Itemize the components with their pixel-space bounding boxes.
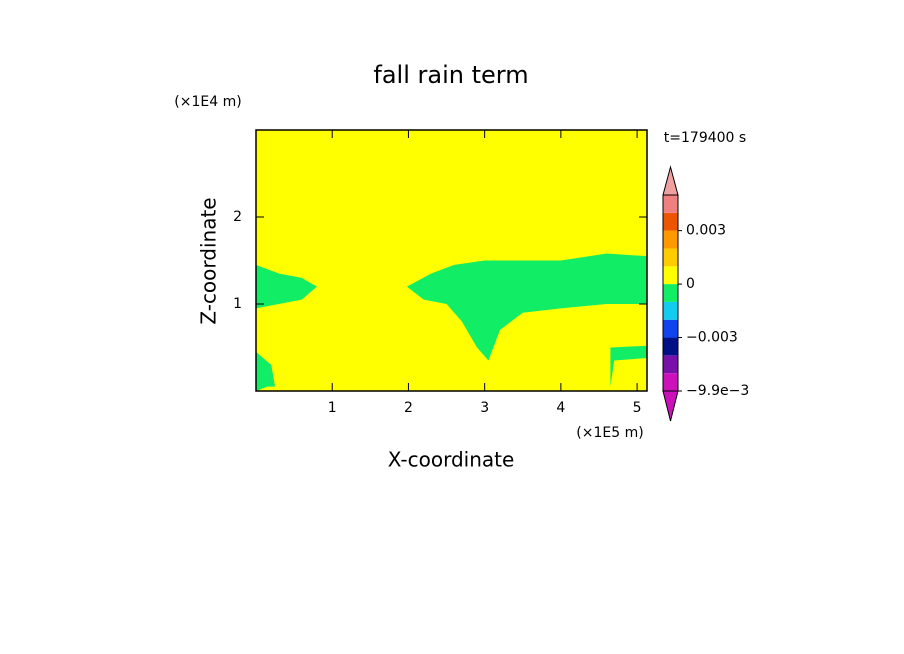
- colorbar-tick-label: −0.003: [686, 330, 738, 346]
- x-tick-label: 2: [404, 400, 413, 416]
- contour-region: [256, 264, 317, 309]
- y-tick-label: 2: [233, 209, 242, 225]
- colorbar-band: [663, 319, 678, 338]
- y-unit: (×1E4 m): [174, 94, 241, 110]
- colorbar-tick-label: 0.003: [686, 223, 726, 239]
- contour-region: [256, 351, 276, 391]
- colorbar-band: [663, 337, 678, 356]
- colorbar-band: [663, 230, 678, 249]
- y-axis-label: Z-coordinate: [197, 197, 221, 324]
- annotation: t=179400 s: [664, 130, 746, 146]
- plot-frame: [255, 129, 648, 392]
- y-tick-label: 1: [233, 296, 242, 312]
- colorbar-tick-label: 0: [686, 276, 695, 292]
- colorbar-band: [663, 373, 678, 391]
- colorbar-band: [663, 301, 678, 320]
- colorbar-band: [663, 212, 678, 231]
- colorbar-under: [662, 390, 679, 422]
- x-tick-label: 5: [633, 400, 642, 416]
- colorbar-tick-label: −9.9e−3: [686, 383, 749, 399]
- colorbar-band: [663, 248, 678, 267]
- colorbar-band: [663, 195, 678, 213]
- x-tick-label: 3: [480, 400, 489, 416]
- colorbar-band: [663, 266, 678, 285]
- colorbar-band: [663, 284, 678, 302]
- x-tick-label: 1: [328, 400, 337, 416]
- x-tick-label: 4: [556, 400, 565, 416]
- x-axis-label: X-coordinate: [388, 448, 515, 472]
- chart-title: fall rain term: [373, 61, 528, 89]
- contour-region: [610, 345, 647, 387]
- contour-region: [406, 253, 647, 361]
- x-unit: (×1E5 m): [576, 425, 643, 441]
- colorbar-frame: [662, 194, 679, 392]
- colorbar-band: [663, 355, 678, 374]
- colorbar-over: [662, 165, 679, 196]
